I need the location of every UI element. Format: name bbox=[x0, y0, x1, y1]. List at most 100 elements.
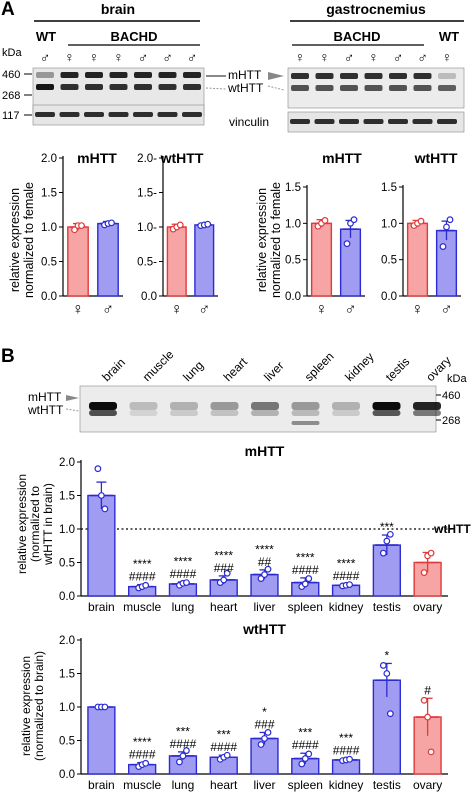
panel-b-kda-label: kDa bbox=[447, 373, 467, 385]
gastro-blot-title: gastrocnemius bbox=[326, 1, 426, 17]
data-point bbox=[420, 569, 428, 576]
wthtt-band bbox=[315, 85, 334, 91]
x-tick-label: ♀ bbox=[316, 301, 328, 318]
data-point bbox=[257, 741, 265, 748]
data-point bbox=[305, 750, 313, 758]
bar bbox=[67, 226, 89, 297]
y-tick-label: 1.5 bbox=[381, 182, 397, 194]
data-point bbox=[204, 220, 212, 228]
y-tick-label: 1.5- bbox=[137, 188, 157, 200]
significance-label: **** bbox=[214, 548, 233, 562]
y-tick-label: 1.5 bbox=[41, 188, 57, 200]
wthtt-band bbox=[364, 85, 383, 91]
y-tick-label: 1.0 bbox=[59, 702, 75, 714]
tissue-wthtt-band bbox=[251, 410, 279, 416]
x-tick-label: muscle bbox=[123, 778, 161, 792]
data-point bbox=[264, 729, 272, 736]
data-point bbox=[379, 662, 387, 669]
y-tick-label: 2.0 bbox=[41, 153, 57, 165]
svg-text:(normalized to brain): (normalized to brain) bbox=[32, 651, 46, 761]
chart-brain-mhtt: 0.0 0.5 1.0 1.5 2.0 ♀ ♂ mHTT wtHTT mHTT wtHTT bbox=[41, 150, 458, 318]
brain-bachd-label: BACHD bbox=[111, 29, 158, 44]
vinculin-band bbox=[59, 112, 80, 117]
bar bbox=[310, 222, 333, 297]
bar bbox=[250, 737, 279, 775]
data-point bbox=[179, 752, 187, 760]
tissue-blot-wthtt-label: wtHTT bbox=[27, 403, 64, 417]
data-point bbox=[420, 696, 428, 704]
chart-title: wtHTT bbox=[160, 150, 204, 166]
data-point bbox=[71, 226, 78, 234]
significance-label: **** bbox=[255, 542, 274, 556]
tissue-wthtt-band bbox=[170, 410, 198, 416]
bar bbox=[435, 229, 458, 297]
mhtt-band bbox=[60, 72, 79, 78]
wthtt-band bbox=[158, 84, 177, 90]
data-point bbox=[343, 240, 351, 248]
data-point bbox=[346, 755, 353, 763]
vinculin-band bbox=[290, 119, 310, 124]
svg-text:wtHTT in brain): wtHTT in brain) bbox=[41, 483, 55, 566]
tissue-ladder-460: 460 bbox=[442, 390, 460, 402]
tissue-wthtt-band bbox=[372, 410, 401, 416]
vinculin-band bbox=[314, 119, 335, 124]
vinculin-band bbox=[35, 112, 55, 117]
y-tick-label: 0.0 bbox=[141, 291, 157, 303]
gastro-vinculin-label: vinculin bbox=[229, 115, 269, 129]
gastro-bachd-label: BACHD bbox=[334, 29, 381, 44]
y-tick-label: 0.0 bbox=[285, 291, 301, 303]
mhtt-band bbox=[291, 73, 309, 79]
vinculin-band bbox=[437, 119, 457, 124]
data-point bbox=[439, 243, 447, 250]
data-point bbox=[427, 748, 435, 756]
tissue-blot-mhtt-label: mHTT bbox=[28, 390, 62, 404]
lane-sex-symbol: ♀ bbox=[113, 49, 124, 65]
brain-blot-title: brain bbox=[101, 1, 135, 17]
data-point bbox=[427, 549, 435, 557]
svg-text:relative expression: relative expression bbox=[15, 474, 29, 574]
data-point bbox=[446, 216, 454, 224]
mhtt-band bbox=[158, 72, 177, 78]
brain-arrow-wt-icon bbox=[205, 87, 227, 90]
wthtt-band bbox=[389, 85, 407, 91]
lane-sex-symbol: ♀ bbox=[368, 49, 379, 65]
data-point bbox=[101, 703, 109, 711]
y-tick-label: 1.0 bbox=[285, 218, 301, 230]
data-point bbox=[443, 223, 450, 231]
bar bbox=[166, 226, 187, 297]
data-point bbox=[301, 755, 309, 762]
wthtt-band bbox=[36, 84, 54, 90]
data-point bbox=[386, 530, 394, 538]
svg-text:normalized to female: normalized to female bbox=[269, 182, 283, 298]
mhtt-band bbox=[134, 72, 152, 78]
x-tick-label: testis bbox=[373, 600, 401, 614]
data-point bbox=[101, 505, 109, 513]
panel-a-label: A bbox=[1, 0, 15, 20]
data-point bbox=[386, 710, 394, 718]
data-point bbox=[142, 759, 150, 767]
data-point bbox=[183, 747, 190, 754]
lane-sex-symbol: ♂ bbox=[138, 49, 149, 65]
mhtt-band bbox=[36, 72, 54, 78]
y-tick-label: 0.5 bbox=[59, 736, 75, 748]
panel-a-right-ylabel: relative expression normalized to female bbox=[255, 182, 283, 298]
ladder-label: 460 bbox=[2, 69, 20, 81]
significance-label: **** bbox=[133, 557, 152, 571]
data-point bbox=[223, 569, 231, 577]
svg-text:relative expression: relative expression bbox=[255, 188, 269, 292]
vinculin-band bbox=[388, 119, 408, 124]
x-tick-label: kidney bbox=[329, 778, 364, 792]
significance-label: *** bbox=[298, 726, 312, 740]
significance-label: **** bbox=[174, 554, 193, 568]
wthtt-band bbox=[340, 85, 358, 91]
x-tick-label: spleen bbox=[288, 600, 323, 614]
x-tick-label: testis bbox=[373, 778, 401, 792]
reference-line-label: wtHTT bbox=[433, 522, 471, 536]
significance-label: #### bbox=[170, 737, 197, 751]
data-point bbox=[220, 576, 228, 584]
significance-label: #### bbox=[292, 563, 319, 577]
mhtt-band bbox=[364, 73, 383, 79]
wthtt-band bbox=[60, 84, 79, 90]
gastro-blot-bands bbox=[291, 73, 456, 91]
